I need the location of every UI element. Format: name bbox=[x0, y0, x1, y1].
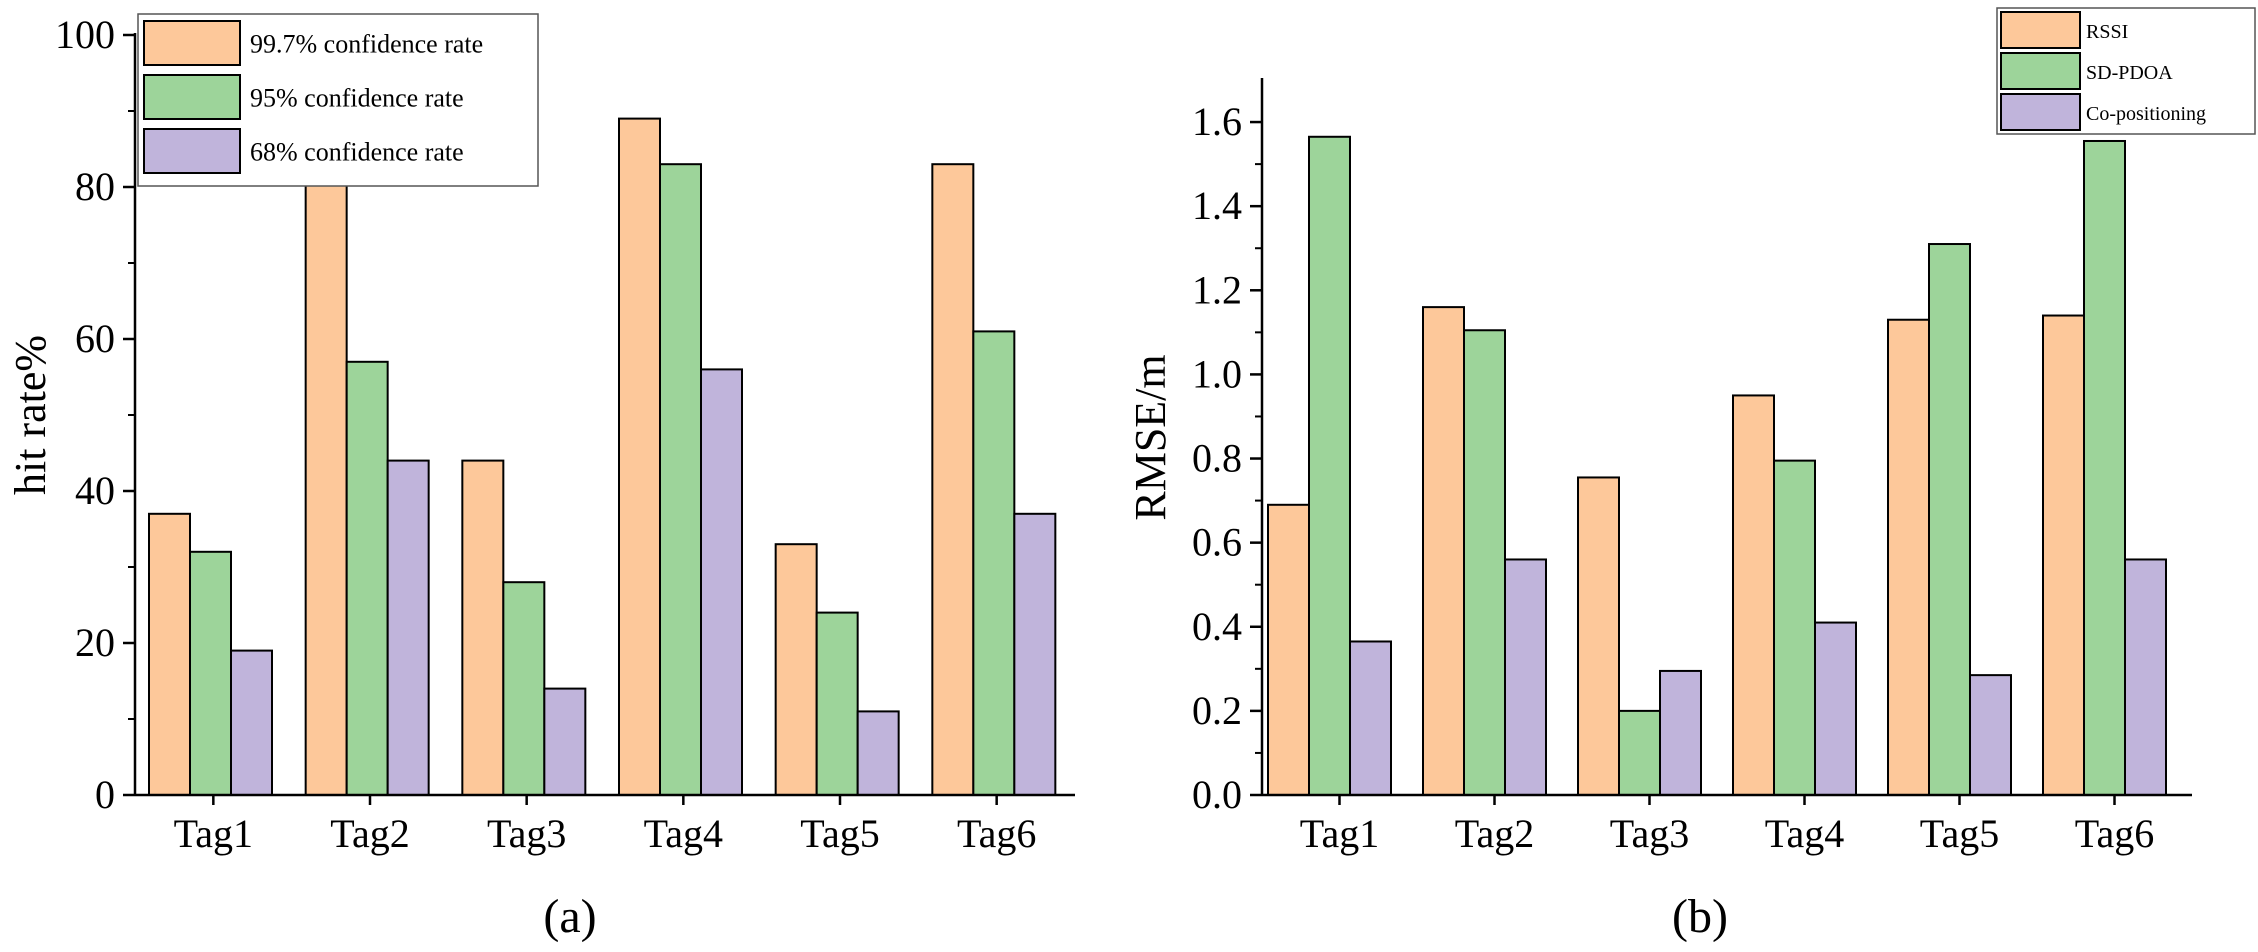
bar-co-positioning-tag5 bbox=[1969, 674, 2012, 796]
y-tick-label: 40 bbox=[75, 468, 115, 513]
bar-99-7-confidence-rate-tag4 bbox=[618, 117, 661, 797]
bar-rssi-tag1 bbox=[1267, 503, 1310, 796]
y-tick-label: 0.4 bbox=[1192, 604, 1242, 649]
bar-95-confidence-rate-tag3 bbox=[502, 581, 546, 797]
chart-panel-a: 0 20 40 60 80 100 Tag1 Tag2 Tag3 Tag4 Tag5 Tag6 hit … bbox=[6, 12, 1075, 943]
bar-99-7-confidence-rate-tag5 bbox=[774, 543, 818, 797]
bar-rssi-tag4 bbox=[1732, 394, 1775, 796]
x-tick-label: Tag3 bbox=[487, 811, 566, 856]
bar-68-confidence-rate-tag2 bbox=[386, 459, 430, 796]
bar-rssi-tag6 bbox=[2042, 314, 2085, 796]
bar-rssi-tag3 bbox=[1577, 476, 1620, 796]
bar-95-confidence-rate-tag5 bbox=[815, 611, 859, 796]
bar-68-confidence-rate-tag3 bbox=[543, 687, 587, 796]
legend-swatch bbox=[143, 128, 241, 174]
y-tick-label: 1.4 bbox=[1192, 183, 1242, 228]
y-tick-label: 80 bbox=[75, 164, 115, 209]
bar-95-confidence-rate-tag2 bbox=[345, 360, 389, 796]
panel-label: (a) bbox=[543, 890, 596, 943]
bar-99-7-confidence-rate-tag1 bbox=[148, 512, 191, 796]
bar-68-confidence-rate-tag1 bbox=[230, 649, 273, 796]
legend-swatch bbox=[143, 74, 241, 120]
bar-95-confidence-rate-tag4 bbox=[659, 163, 702, 796]
bar-sd-pdoa-tag5 bbox=[1928, 243, 1971, 796]
x-tick-label: Tag2 bbox=[1455, 811, 1534, 856]
y-tick-label: 100 bbox=[55, 12, 115, 57]
bar-99-7-confidence-rate-tag3 bbox=[461, 459, 505, 796]
x-tick-label: Tag6 bbox=[957, 811, 1036, 856]
y-tick-label: 1.2 bbox=[1192, 267, 1242, 312]
y-tick-label: 20 bbox=[75, 620, 115, 665]
x-tick-label: Tag5 bbox=[1920, 811, 1999, 856]
x-tick-label: Tag3 bbox=[1610, 811, 1689, 856]
bar-co-positioning-tag4 bbox=[1814, 621, 1857, 797]
bar-99-7-confidence-rate-tag6 bbox=[931, 163, 975, 796]
bar-rssi-tag2 bbox=[1422, 306, 1465, 796]
legend-label: 95% confidence rate bbox=[250, 84, 464, 113]
y-tick-label: 0.0 bbox=[1192, 772, 1242, 817]
bar-sd-pdoa-tag4 bbox=[1773, 459, 1816, 796]
x-tick-label: Tag6 bbox=[2075, 811, 2154, 856]
y-tick-label: 1.0 bbox=[1192, 351, 1242, 396]
bar-99-7-confidence-rate-tag2 bbox=[304, 178, 348, 796]
legend: RSSI SD-PDOA Co-positioning bbox=[1996, 7, 2256, 135]
bar-sd-pdoa-tag1 bbox=[1308, 135, 1351, 796]
y-tick-label: 0 bbox=[95, 772, 115, 817]
bar-68-confidence-rate-tag4 bbox=[700, 368, 743, 796]
bar-rssi-tag5 bbox=[1887, 318, 1930, 796]
legend: 99.7% confidence rate 95% confidence rate… bbox=[137, 13, 539, 187]
legend-label: RSSI bbox=[2086, 21, 2128, 43]
bar-sd-pdoa-tag3 bbox=[1618, 709, 1661, 796]
bar-co-positioning-tag3 bbox=[1659, 669, 1702, 796]
legend-label: 99.7% confidence rate bbox=[250, 30, 483, 59]
x-tick-label: Tag4 bbox=[1765, 811, 1844, 856]
y-tick-label: 0.2 bbox=[1192, 688, 1242, 733]
x-tick-label: Tag5 bbox=[800, 811, 879, 856]
x-tick-label: Tag1 bbox=[1300, 811, 1379, 856]
y-axis-title: hit rate% bbox=[6, 335, 55, 495]
bar-68-confidence-rate-tag5 bbox=[856, 710, 900, 797]
legend-swatch bbox=[2000, 11, 2081, 49]
legend-swatch bbox=[2000, 52, 2081, 90]
x-tick-label: Tag4 bbox=[644, 811, 723, 856]
x-tick-label: Tag2 bbox=[330, 811, 409, 856]
bar-95-confidence-rate-tag1 bbox=[189, 550, 232, 796]
legend-swatch bbox=[2000, 93, 2081, 131]
bar-sd-pdoa-tag6 bbox=[2083, 139, 2126, 796]
legend-label: 68% confidence rate bbox=[250, 138, 464, 167]
bar-co-positioning-tag2 bbox=[1504, 558, 1547, 796]
y-axis-title: RMSE/m bbox=[1126, 354, 1175, 520]
y-tick-label: 1.6 bbox=[1192, 99, 1242, 144]
bar-68-confidence-rate-tag6 bbox=[1013, 512, 1057, 796]
bar-co-positioning-tag6 bbox=[2124, 558, 2167, 796]
bar-95-confidence-rate-tag6 bbox=[972, 330, 1016, 796]
x-tick-label: Tag1 bbox=[174, 811, 253, 856]
bar-sd-pdoa-tag2 bbox=[1463, 329, 1506, 796]
y-tick-label: 0.8 bbox=[1192, 436, 1242, 481]
y-tick-label: 0.6 bbox=[1192, 520, 1242, 565]
chart-panel-b: 0.0 0.2 0.4 0.6 0.8 1.0 1.2 1.4 1.6 Tag1 Tag2 Tag3 T… bbox=[1126, 7, 2256, 943]
bar-co-positioning-tag1 bbox=[1349, 640, 1392, 796]
legend-label: SD-PDOA bbox=[2086, 62, 2173, 84]
y-tick-label: 60 bbox=[75, 316, 115, 361]
legend-label: Co-positioning bbox=[2086, 103, 2206, 125]
legend-swatch bbox=[143, 20, 241, 66]
panel-label: (b) bbox=[1672, 890, 1728, 943]
